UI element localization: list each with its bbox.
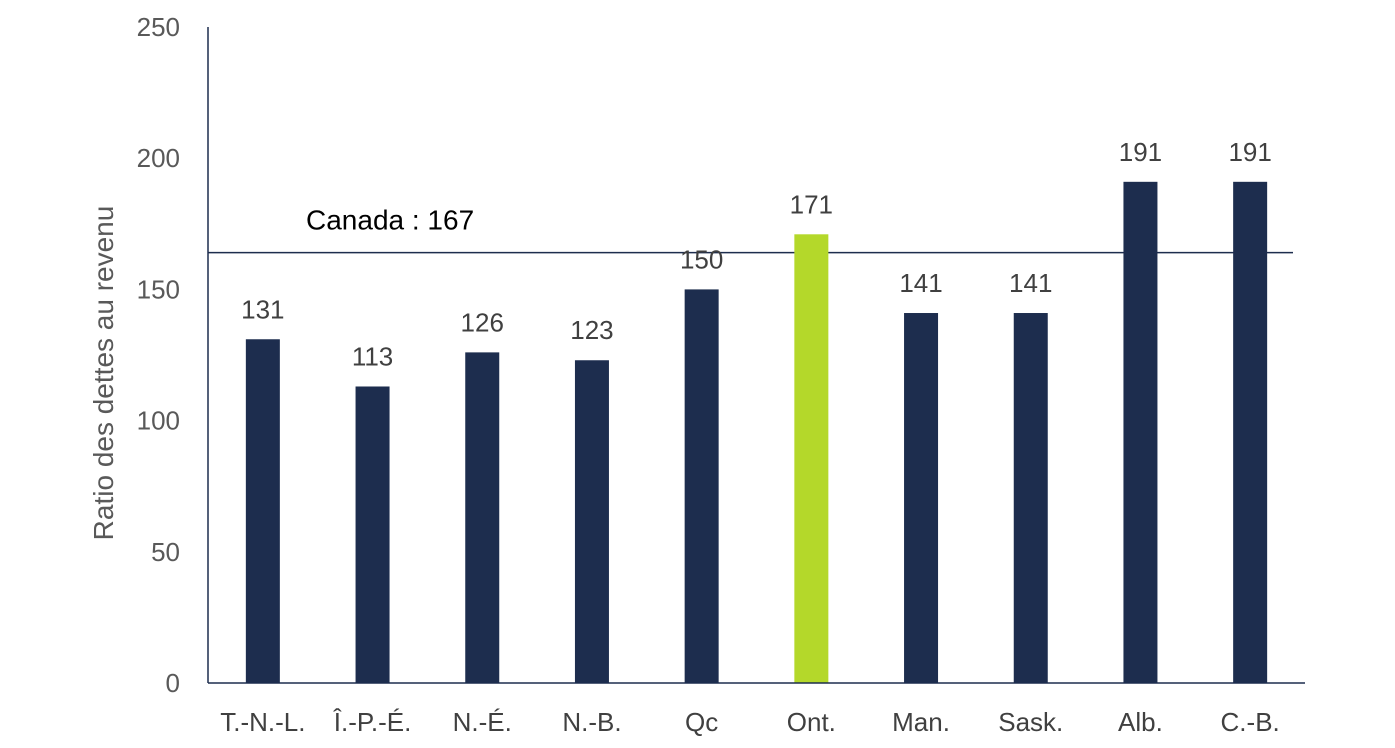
x-tick-label: Î.-P.-É. [333, 707, 412, 737]
bar-value-label: 126 [461, 307, 504, 337]
bar [1233, 181, 1268, 684]
reference-line-group: Canada : 167 [208, 205, 1293, 254]
bar-value-label: 191 [1119, 137, 1162, 167]
bar-value-label: 141 [1009, 268, 1052, 298]
data-labels: 131 113 126 123 150 171 141 141 191 191 [241, 137, 1272, 372]
bar [1013, 313, 1048, 683]
bar-value-label: 150 [680, 244, 723, 274]
x-tick-label: N.-B. [562, 707, 621, 737]
y-tick-label: 50 [151, 537, 180, 567]
y-axis: 0 50 100 150 200 250 [137, 12, 209, 698]
bar-value-label: 123 [570, 315, 613, 345]
y-tick-label: 200 [137, 143, 180, 173]
bar-value-label: 141 [899, 268, 942, 298]
y-tick-label: 100 [137, 406, 180, 436]
x-tick-label: Alb. [1118, 707, 1163, 737]
bars [245, 181, 1268, 684]
canada-reference-label: Canada : 167 [306, 205, 474, 236]
bar-value-label: 191 [1228, 137, 1271, 167]
y-tick-label: 150 [137, 274, 180, 304]
x-tick-label: Qc [685, 707, 718, 737]
bar [245, 339, 280, 683]
y-tick-label: 250 [137, 12, 180, 42]
bar [574, 360, 609, 683]
bar [465, 352, 500, 683]
bar-value-label: 171 [790, 189, 833, 219]
x-tick-label: C.-B. [1221, 707, 1280, 737]
bar [904, 313, 939, 683]
bar-value-label: 131 [241, 294, 284, 324]
x-tick-label: Man. [892, 707, 950, 737]
bar [794, 234, 829, 683]
x-tick-label: Sask. [998, 707, 1063, 737]
x-tick-label: Ont. [787, 707, 836, 737]
y-tick-label: 0 [166, 668, 180, 698]
bar [684, 289, 719, 683]
bar [1123, 181, 1158, 684]
x-axis: T.-N.-L. Î.-P.-É. N.-É. N.-B. Qc Ont. Man. Sask… [208, 682, 1305, 737]
bar-value-label: 113 [352, 341, 393, 371]
x-tick-label: N.-É. [453, 707, 512, 737]
y-axis-title: Ratio des dettes au revenu [88, 206, 119, 541]
bar [355, 386, 390, 683]
x-tick-label: T.-N.-L. [220, 707, 305, 737]
